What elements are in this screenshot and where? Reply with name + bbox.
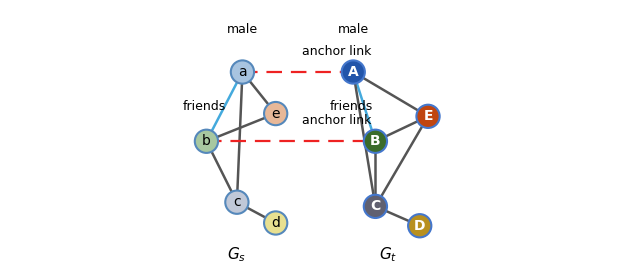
Text: friends: friends <box>183 100 226 113</box>
Text: D: D <box>414 219 426 233</box>
Circle shape <box>264 211 287 235</box>
Text: B: B <box>370 134 381 148</box>
Circle shape <box>408 214 431 237</box>
Text: $G_s$: $G_s$ <box>227 245 246 264</box>
Circle shape <box>364 195 387 218</box>
Circle shape <box>417 105 440 128</box>
Text: c: c <box>233 195 241 209</box>
Text: anchor link: anchor link <box>302 114 371 127</box>
Text: A: A <box>348 65 358 79</box>
Text: male: male <box>338 23 369 36</box>
Circle shape <box>195 130 218 153</box>
Circle shape <box>342 60 365 84</box>
Circle shape <box>364 130 387 153</box>
Text: b: b <box>202 134 211 148</box>
Text: anchor link: anchor link <box>302 45 371 58</box>
Circle shape <box>231 60 254 84</box>
Text: d: d <box>271 216 280 230</box>
Text: $G_t$: $G_t$ <box>379 245 397 264</box>
Text: a: a <box>238 65 247 79</box>
Circle shape <box>264 102 287 125</box>
Text: E: E <box>423 109 433 123</box>
Text: C: C <box>371 199 381 213</box>
Circle shape <box>225 191 248 214</box>
Text: male: male <box>227 23 258 36</box>
Text: e: e <box>271 107 280 120</box>
Text: friends: friends <box>330 100 373 113</box>
